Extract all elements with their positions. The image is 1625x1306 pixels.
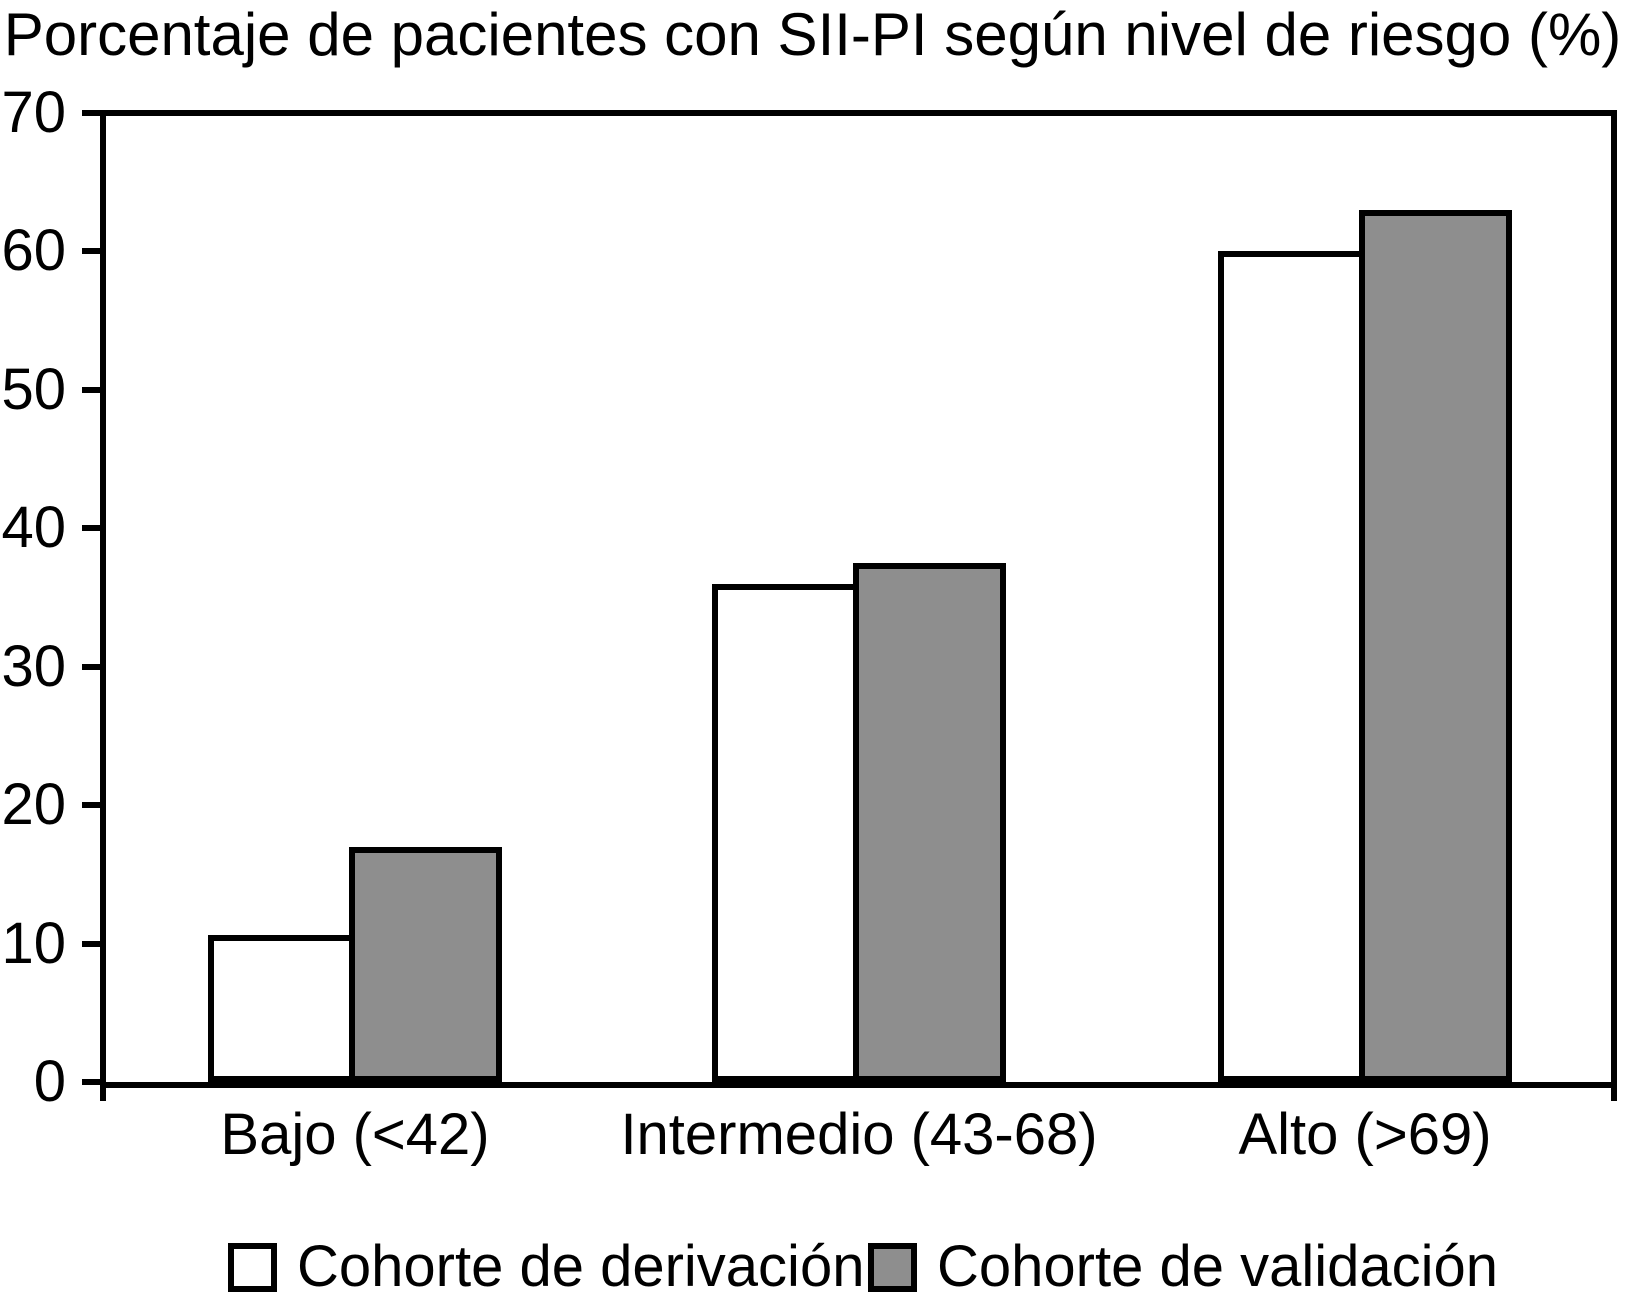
x-axis-category-label: Bajo (<42) — [220, 1102, 490, 1167]
bar-validacion-2 — [1359, 210, 1512, 1082]
y-axis-tick — [82, 525, 103, 531]
x-axis-end-tick — [100, 1088, 106, 1101]
legend-label-validacion: Cohorte de validación — [937, 1234, 1499, 1299]
y-axis-tick-label: 40 — [1, 495, 66, 560]
y-axis-tick-label: 0 — [33, 1049, 66, 1114]
y-axis-tick — [82, 802, 103, 808]
x-axis-category-label: Intermedio (43-68) — [620, 1102, 1098, 1167]
x-axis-category-label: Alto (>69) — [1238, 1102, 1492, 1167]
y-axis-tick — [82, 248, 103, 254]
y-axis-tick-label: 30 — [1, 634, 66, 699]
y-axis-tick — [82, 110, 103, 116]
y-axis-tick-label: 70 — [1, 80, 66, 145]
y-axis-tick-label: 50 — [1, 357, 66, 422]
y-axis-tick-label: 20 — [1, 772, 66, 837]
legend-label-derivacion: Cohorte de derivación — [297, 1234, 865, 1299]
y-axis-tick-label: 60 — [1, 218, 66, 283]
legend-swatch-validacion — [868, 1243, 917, 1292]
bar-derivacion-2 — [1218, 251, 1365, 1082]
bar-derivacion-0 — [208, 935, 355, 1082]
legend-swatch-derivacion — [228, 1243, 277, 1292]
x-axis-end-tick — [1611, 1088, 1617, 1101]
y-axis-tick — [82, 664, 103, 670]
y-axis-tick — [82, 1079, 103, 1085]
y-axis-tick — [82, 941, 103, 947]
y-axis-tick-label: 10 — [1, 911, 66, 976]
chart-title: Porcentaje de pacientes con SII-PI según… — [3, 1, 1622, 68]
bar-validacion-0 — [349, 847, 502, 1082]
bar-validacion-1 — [853, 563, 1006, 1082]
y-axis-tick — [82, 387, 103, 393]
bar-derivacion-1 — [712, 584, 859, 1082]
